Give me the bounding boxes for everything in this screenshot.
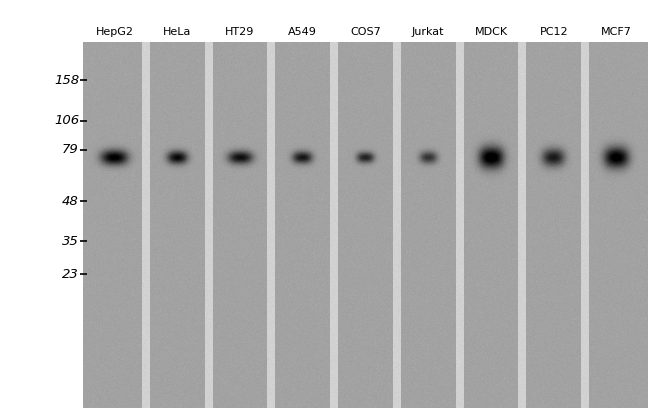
- Text: MDCK: MDCK: [474, 27, 508, 37]
- Text: 48: 48: [62, 195, 79, 208]
- Text: 35: 35: [62, 235, 79, 248]
- Text: PC12: PC12: [540, 27, 568, 37]
- Text: COS7: COS7: [350, 27, 381, 37]
- Text: MCF7: MCF7: [601, 27, 632, 37]
- Text: HT29: HT29: [226, 27, 255, 37]
- Text: 106: 106: [54, 114, 79, 127]
- Text: 79: 79: [62, 143, 79, 156]
- Text: HepG2: HepG2: [96, 27, 133, 37]
- Text: Jurkat: Jurkat: [412, 27, 445, 37]
- Text: A549: A549: [289, 27, 317, 37]
- Text: 23: 23: [62, 268, 79, 281]
- Text: 158: 158: [54, 74, 79, 87]
- Text: HeLa: HeLa: [163, 27, 191, 37]
